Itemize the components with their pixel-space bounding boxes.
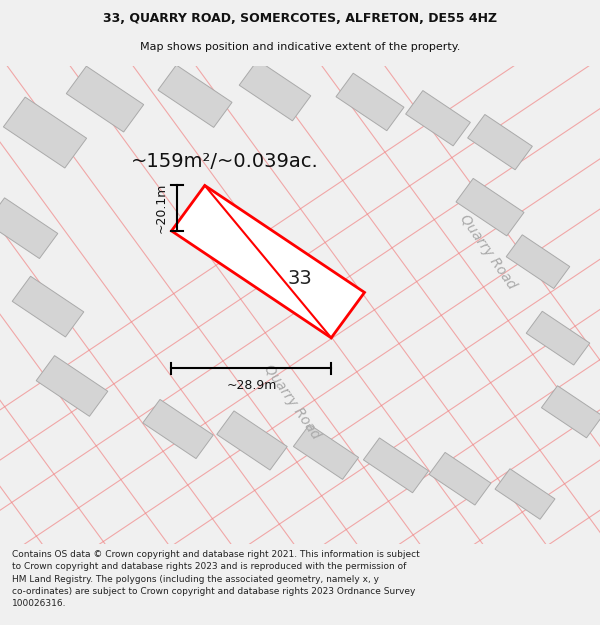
Polygon shape [541, 386, 600, 438]
Text: 33, QUARRY ROAD, SOMERCOTES, ALFRETON, DE55 4HZ: 33, QUARRY ROAD, SOMERCOTES, ALFRETON, D… [103, 12, 497, 25]
Polygon shape [364, 438, 428, 493]
Polygon shape [293, 424, 359, 479]
Polygon shape [217, 411, 287, 470]
Polygon shape [336, 73, 404, 131]
Text: ~20.1m: ~20.1m [154, 183, 167, 233]
Text: ~159m²/~0.039ac.: ~159m²/~0.039ac. [131, 152, 319, 171]
Polygon shape [456, 178, 524, 236]
Text: ~28.9m: ~28.9m [226, 379, 277, 392]
Polygon shape [4, 97, 86, 168]
Polygon shape [143, 399, 213, 459]
Polygon shape [467, 114, 532, 170]
Text: Contains OS data © Crown copyright and database right 2021. This information is : Contains OS data © Crown copyright and d… [12, 550, 420, 608]
Polygon shape [526, 311, 590, 365]
Polygon shape [429, 452, 491, 505]
Text: Quarry Road: Quarry Road [261, 362, 323, 442]
Polygon shape [158, 65, 232, 128]
Polygon shape [506, 235, 570, 289]
Text: Map shows position and indicative extent of the property.: Map shows position and indicative extent… [140, 42, 460, 52]
Polygon shape [495, 469, 555, 519]
Text: 33: 33 [287, 269, 313, 288]
Text: Quarry Road: Quarry Road [457, 213, 519, 292]
Polygon shape [172, 186, 365, 338]
Polygon shape [0, 198, 58, 259]
Polygon shape [66, 66, 144, 132]
Polygon shape [36, 356, 108, 416]
Polygon shape [12, 276, 84, 337]
Polygon shape [239, 60, 311, 121]
Polygon shape [406, 91, 470, 146]
